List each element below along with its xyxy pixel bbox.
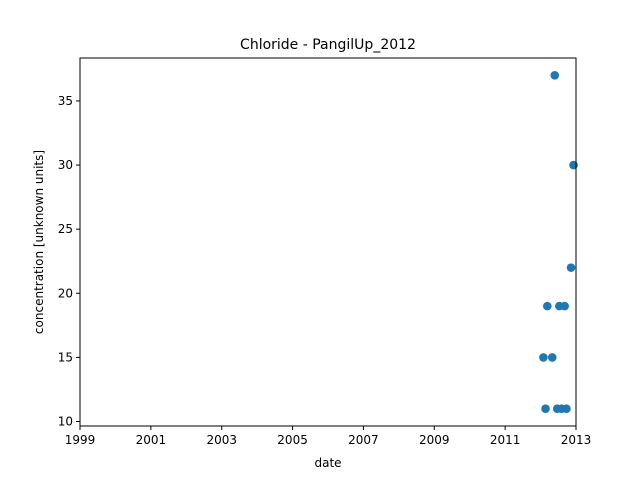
y-tick-label: 20 [58,286,73,300]
plot-area-frame [79,57,577,427]
y-tick-label: 10 [58,415,73,429]
x-axis-ticks: 1999 2001 2003 2005 2007 2009 2011 2013 [65,426,592,447]
y-axis-label: concentration [unknown units] [32,150,46,334]
data-point-0 [539,353,548,362]
data-point-10 [566,263,576,272]
x-tick-label: 2011 [490,433,521,447]
x-tick-label: 2007 [348,433,379,447]
data-point-3 [547,353,557,362]
y-tick-label: 15 [58,350,73,364]
data-point-4 [550,71,560,80]
x-axis-label: date [314,456,341,470]
data-point-11 [569,160,578,170]
data-point-8 [560,301,569,311]
x-tick-label: 2003 [206,433,237,447]
x-tick-label: 1999 [65,433,96,447]
data-point-9 [562,404,571,413]
x-tick-label: 2009 [419,433,450,447]
x-tick-label: 2013 [561,433,592,447]
y-tick-label: 35 [58,94,73,108]
data-points [539,71,578,413]
x-tick-label: 2005 [277,433,308,447]
data-point-1 [541,404,550,413]
y-tick-label: 25 [58,222,73,236]
data-point-2 [543,301,552,311]
chart-title: Chloride - PangilUp_2012 [240,37,416,53]
x-tick-label: 2001 [136,433,167,447]
y-axis-ticks: 10 15 20 25 30 35 [58,94,80,429]
y-tick-label: 30 [58,158,73,172]
